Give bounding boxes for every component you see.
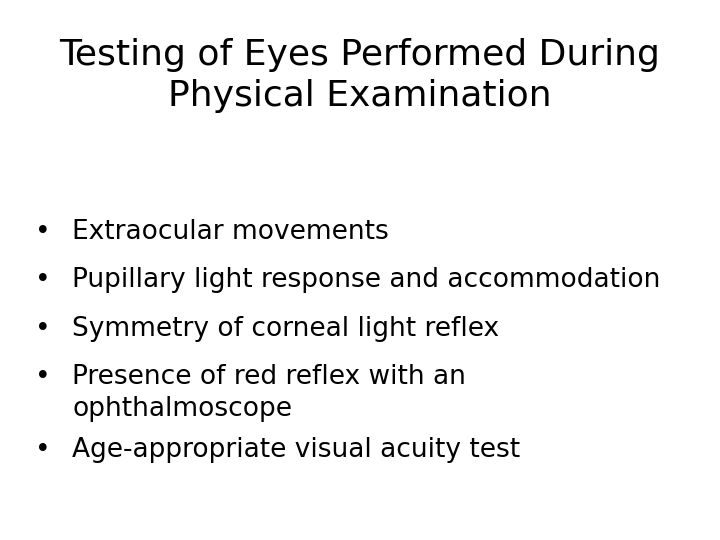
Text: Pupillary light response and accommodation: Pupillary light response and accommodati…	[72, 267, 660, 293]
Text: •: •	[35, 316, 51, 342]
Text: Age-appropriate visual acuity test: Age-appropriate visual acuity test	[72, 437, 520, 463]
Text: Symmetry of corneal light reflex: Symmetry of corneal light reflex	[72, 316, 499, 342]
Text: Testing of Eyes Performed During
Physical Examination: Testing of Eyes Performed During Physica…	[60, 38, 660, 112]
Text: •: •	[35, 267, 51, 293]
Text: Extraocular movements: Extraocular movements	[72, 219, 389, 245]
Text: •: •	[35, 364, 51, 390]
Text: Presence of red reflex with an
ophthalmoscope: Presence of red reflex with an ophthalmo…	[72, 364, 466, 422]
Text: •: •	[35, 437, 51, 463]
Text: •: •	[35, 219, 51, 245]
